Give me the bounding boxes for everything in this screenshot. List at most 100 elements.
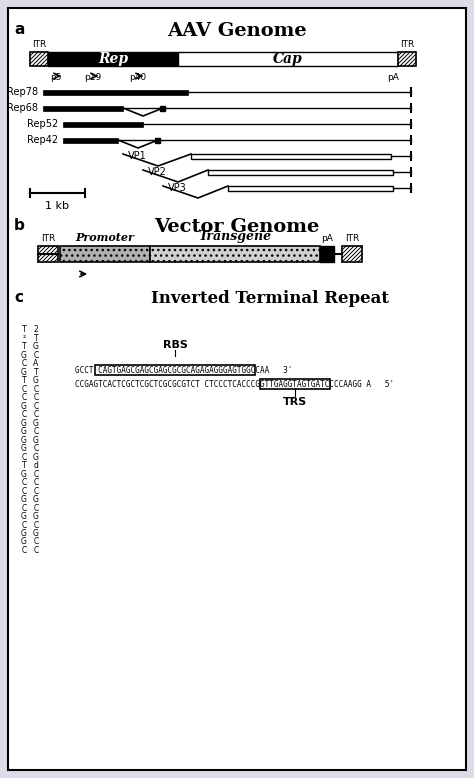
Text: G: G <box>33 495 39 504</box>
Text: C: C <box>21 503 27 513</box>
Text: Rep: Rep <box>98 52 128 66</box>
Bar <box>155 138 160 142</box>
Text: CCGAGTCACTCGCTCGCTCGCGCGTCT CTCCCTCACCCGGTTGAGGTAGTGATCCCCAAGG A   5': CCGAGTCACTCGCTCGCTCGCGCGTCT CTCCCTCACCCG… <box>75 380 394 388</box>
Bar <box>228 185 393 191</box>
Text: C: C <box>21 486 27 496</box>
Text: T: T <box>22 461 27 470</box>
Text: ITR: ITR <box>400 40 414 49</box>
Bar <box>38 246 58 262</box>
Text: G: G <box>21 427 27 436</box>
Text: C: C <box>21 520 27 530</box>
Text: p40: p40 <box>129 73 146 82</box>
Text: C: C <box>33 486 38 496</box>
Bar <box>48 52 178 66</box>
Text: C: C <box>33 469 38 478</box>
Text: C: C <box>33 503 38 513</box>
Bar <box>178 52 398 66</box>
Text: G: G <box>21 469 27 478</box>
Text: p5: p5 <box>50 73 62 82</box>
Text: C: C <box>33 384 38 394</box>
Text: VP2: VP2 <box>148 167 167 177</box>
Text: G: G <box>21 436 27 444</box>
Text: G: G <box>33 342 39 351</box>
Text: G: G <box>21 495 27 504</box>
Text: G: G <box>21 444 27 453</box>
Bar <box>63 138 118 142</box>
Text: G: G <box>33 436 39 444</box>
Text: C: C <box>33 393 38 402</box>
Text: C: C <box>21 384 27 394</box>
Text: TRS: TRS <box>283 397 307 407</box>
Text: C: C <box>33 478 38 487</box>
Text: Rep78: Rep78 <box>7 87 38 97</box>
Text: RBS: RBS <box>163 340 187 350</box>
Text: Rep52: Rep52 <box>27 119 58 129</box>
Text: G: G <box>21 351 27 359</box>
Text: Cap: Cap <box>273 52 303 66</box>
Bar <box>398 52 416 66</box>
Text: d: d <box>34 461 38 470</box>
Text: G: G <box>21 512 27 521</box>
Text: C: C <box>33 444 38 453</box>
Text: ITR: ITR <box>32 40 46 49</box>
Text: VP1: VP1 <box>128 151 147 161</box>
Text: G: G <box>33 529 39 538</box>
Text: C: C <box>21 410 27 419</box>
Text: C: C <box>21 478 27 487</box>
Text: C: C <box>33 546 38 555</box>
Text: C: C <box>21 453 27 461</box>
Text: Rep68: Rep68 <box>7 103 38 113</box>
Bar <box>43 89 188 94</box>
Text: G: G <box>21 401 27 411</box>
Text: T: T <box>34 334 38 342</box>
Text: Vector Genome: Vector Genome <box>155 218 319 236</box>
Text: a: a <box>14 22 24 37</box>
Text: ²: ² <box>22 334 26 342</box>
Bar <box>191 153 391 159</box>
Text: C: C <box>33 401 38 411</box>
Text: G: G <box>33 512 39 521</box>
Text: Transgene: Transgene <box>199 230 272 243</box>
Text: G: G <box>33 419 39 427</box>
Text: Rep42: Rep42 <box>27 135 58 145</box>
Text: 1 kb: 1 kb <box>46 201 70 211</box>
Text: T: T <box>22 325 27 334</box>
FancyBboxPatch shape <box>8 8 466 770</box>
Bar <box>342 246 362 262</box>
Text: C: C <box>21 393 27 402</box>
Text: G: G <box>33 453 39 461</box>
Bar <box>208 170 393 174</box>
Text: ITR: ITR <box>41 234 55 243</box>
Text: C: C <box>33 351 38 359</box>
Text: AAV Genome: AAV Genome <box>167 22 307 40</box>
Text: C: C <box>33 427 38 436</box>
Text: ITR: ITR <box>345 234 359 243</box>
Text: C: C <box>21 359 27 368</box>
Text: T: T <box>22 342 27 351</box>
Text: 2: 2 <box>34 325 38 334</box>
Text: T: T <box>34 367 38 377</box>
Text: VP3: VP3 <box>168 183 187 193</box>
Text: G: G <box>21 419 27 427</box>
Text: A: A <box>33 359 38 368</box>
Bar <box>60 246 150 262</box>
Text: C: C <box>33 520 38 530</box>
Text: pA: pA <box>321 234 333 243</box>
Text: b: b <box>14 218 25 233</box>
Bar <box>43 106 123 110</box>
Text: p19: p19 <box>84 73 101 82</box>
Text: G: G <box>21 529 27 538</box>
Text: Promoter: Promoter <box>75 232 135 243</box>
Text: G: G <box>21 367 27 377</box>
Text: C: C <box>33 538 38 546</box>
Bar <box>30 52 48 66</box>
Bar <box>160 106 165 110</box>
Text: G: G <box>33 376 39 385</box>
Text: C: C <box>33 410 38 419</box>
Text: GCCT CAGTGAGCGAGCGAGCGCGCAGAGAGGGAGTGGCCAA   3': GCCT CAGTGAGCGAGCGAGCGCGCAGAGAGGGAGTGGCC… <box>75 366 292 374</box>
Text: C: C <box>21 546 27 555</box>
Bar <box>320 246 334 262</box>
Text: G: G <box>21 538 27 546</box>
Bar <box>63 121 143 127</box>
Text: T: T <box>22 376 27 385</box>
